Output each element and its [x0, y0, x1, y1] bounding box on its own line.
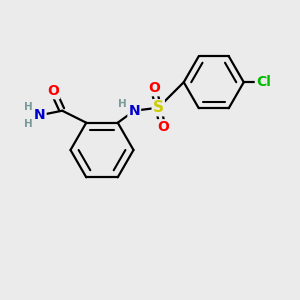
Text: H: H — [24, 102, 33, 112]
Text: O: O — [148, 81, 160, 95]
Text: Cl: Cl — [256, 75, 271, 89]
Text: H: H — [24, 118, 33, 129]
Text: O: O — [157, 120, 169, 134]
Text: N: N — [34, 108, 46, 122]
Text: O: O — [47, 84, 59, 98]
Text: N: N — [128, 104, 140, 118]
Text: S: S — [153, 100, 164, 115]
Text: H: H — [118, 99, 127, 109]
